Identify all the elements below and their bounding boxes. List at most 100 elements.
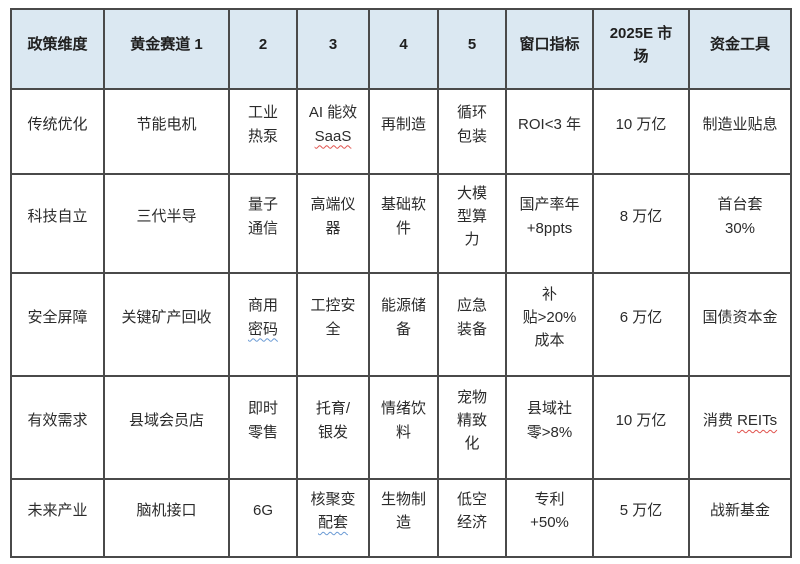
policy-matrix-table: 政策维度 黄金赛道 1 2 3 4 5 窗口指标 2025E 市 场资金工具 传统优化 节能电机… [10,8,792,558]
header-row: 政策维度 黄金赛道 1 2 3 4 5 窗口指标 2025E 市 场资金工具 [10,8,792,90]
text-run: 10 万亿 [615,411,667,429]
table-body: 传统优化 节能电机 工业 热泵 AI 能效 SaaS 再制造 循环 包装 ROI<3 年 10… [10,88,792,558]
text-run: 商用 [247,297,278,315]
table-cell[interactable]: 县域社 零>8% [505,375,594,480]
text-run: 托育/ 银发 [315,400,351,441]
table-row: 传统优化 节能电机 工业 热泵 AI 能效 SaaS 再制造 循环 包装 ROI<3 年 10… [10,88,792,175]
header-cell[interactable]: 2025E 市 场 [592,8,690,90]
table-cell[interactable]: AI 能效 SaaS [296,88,370,175]
table-cell[interactable]: 能源储 备 [368,272,439,377]
table-cell[interactable]: 即时 零售 [228,375,298,480]
table-cell[interactable]: 生物制 造 [368,478,439,558]
text-run: 补 贴>20% 成本 [522,285,577,350]
table-cell[interactable]: 低空 经济 [437,478,507,558]
table-cell[interactable]: 脑机接口 [103,478,230,558]
header-cell[interactable]: 5 [437,8,507,90]
table-cell[interactable]: 6G [228,478,298,558]
table-cell[interactable]: 商用 密码 [228,272,298,377]
table-header: 政策维度 黄金赛道 1 2 3 4 5 窗口指标 2025E 市 场资金工具 [10,8,792,90]
table-cell[interactable]: 高端仪 器 [296,173,370,274]
text-run: 即时 零售 [247,400,278,441]
text-run: 消费 [702,411,738,429]
text-run: 宠物 精致 化 [456,388,487,453]
text-run: 安全屏障 [27,308,88,326]
header-cell[interactable]: 政策维度 [10,8,105,90]
text-run: ROI<3 年 [518,115,581,133]
table-cell[interactable]: 应急 装备 [437,272,507,377]
table-cell[interactable]: 传统优化 [10,88,105,175]
text-run: 制造业贴息 [702,115,778,133]
table-cell[interactable]: 再制造 [368,88,439,175]
header-cell[interactable]: 资金工具 [688,8,792,90]
table-row: 安全屏障 关键矿产回收 商用 密码 工控安 全能源储 备应急 装备补 贴>20% 成本… [10,272,792,377]
table-cell[interactable]: 8 万亿 [592,173,690,274]
text-run: 传统优化 [27,115,88,133]
text-run: 量子 通信 [247,196,278,237]
text-run: 节能电机 [136,115,197,133]
table-cell[interactable]: 托育/ 银发 [296,375,370,480]
table-cell[interactable]: 10 万亿 [592,375,690,480]
table-cell[interactable]: 情绪饮 料 [368,375,439,480]
table-cell[interactable]: 宠物 精致 化 [437,375,507,480]
table-cell[interactable]: 核聚变 配套 [296,478,370,558]
text-run: 6 万亿 [619,308,663,326]
table-cell[interactable]: 未来产业 [10,478,105,558]
header-cell[interactable]: 窗口指标 [505,8,594,90]
text-run: 工控安 全 [310,297,356,338]
text-run: 科技自立 [27,207,88,225]
table-cell[interactable]: 循环 包装 [437,88,507,175]
table-cell[interactable]: 有效需求 [10,375,105,480]
header-cell[interactable]: 黄金赛道 1 [103,8,230,90]
text-run: 核聚变 [310,490,356,508]
table-cell[interactable]: 首台套 30% [688,173,792,274]
text-run: 国产率年 +8ppts [519,196,580,237]
table-cell[interactable]: 国产率年 +8ppts [505,173,594,274]
text-run: 国债资本金 [702,308,778,326]
text-run: 首台套 30% [717,196,763,237]
header-cell[interactable]: 2 [228,8,298,90]
text-run: 10 万亿 [615,115,667,133]
table-cell[interactable]: 大模 型算 力 [437,173,507,274]
text-run: 6G [252,502,273,520]
text-run: 8 万亿 [619,207,663,225]
table-cell[interactable]: 专利 +50% [505,478,594,558]
text-run: 基础软 件 [380,196,426,237]
text-run: 关键矿产回收 [121,308,212,326]
spellcheck-marked-word: 配套 [317,514,348,531]
table-cell[interactable]: 三代半导 [103,173,230,274]
table-cell[interactable]: 安全屏障 [10,272,105,377]
table-cell[interactable]: 工控安 全 [296,272,370,377]
table-cell[interactable]: 10 万亿 [592,88,690,175]
table-cell[interactable]: 制造业贴息 [688,88,792,175]
table-cell[interactable]: 节能电机 [103,88,230,175]
text-run: 县域会员店 [128,411,204,429]
table-cell[interactable]: 县域会员店 [103,375,230,480]
table-cell[interactable]: 量子 通信 [228,173,298,274]
header-cell[interactable]: 3 [296,8,370,90]
table-cell[interactable]: 基础软 件 [368,173,439,274]
table-cell[interactable]: 消费 REITs [688,375,792,480]
text-run: 生物制 造 [380,490,426,531]
text-run: 能源储 备 [380,297,426,338]
table-cell[interactable]: 6 万亿 [592,272,690,377]
table-row: 科技自立 三代半导 量子 通信 高端仪 器基础软 件大模 型算 力 国产率年 +8ppt… [10,173,792,274]
spellcheck-marked-word: REITs [737,411,778,429]
table-cell[interactable]: 工业 热泵 [228,88,298,175]
table-cell[interactable]: 5 万亿 [592,478,690,558]
text-run: 三代半导 [136,207,197,225]
text-run: 5 万亿 [619,502,663,520]
header-cell[interactable]: 4 [368,8,439,90]
text-run: 应急 装备 [456,297,487,338]
table-cell[interactable]: 补 贴>20% 成本 [505,272,594,377]
text-run: 工业 热泵 [247,104,278,145]
table-cell[interactable]: 国债资本金 [688,272,792,377]
table-cell[interactable]: 关键矿产回收 [103,272,230,377]
table-cell[interactable]: 科技自立 [10,173,105,274]
spellcheck-marked-word: 密码 [247,320,278,338]
text-run: AI 能效 [308,104,358,122]
text-run: 情绪饮 料 [380,400,426,441]
table-cell[interactable]: ROI<3 年 [505,88,594,175]
text-run: 高端仪 器 [310,196,356,237]
table-cell[interactable]: 战新基金 [688,478,792,558]
text-run: 县域社 零>8% [526,400,573,441]
